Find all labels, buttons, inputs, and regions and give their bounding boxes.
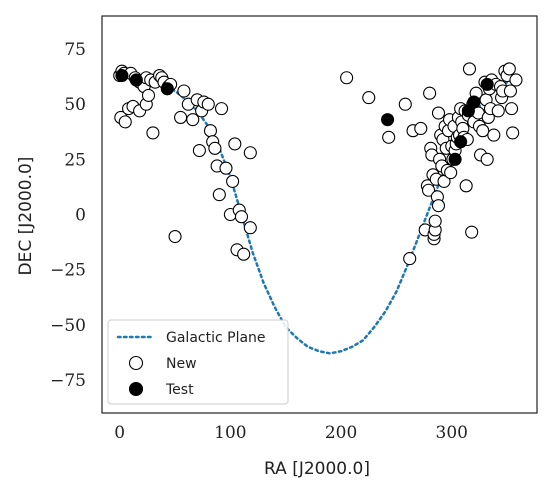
new-point [237,247,251,261]
y-tick-label: −50 [50,316,86,336]
new-point [226,174,240,188]
legend: Galactic Plane New Test [107,319,289,405]
new-point [398,97,412,111]
legend-swatch-new [128,355,144,371]
new-point [174,110,188,125]
axis-ticks: 0 100 200 300 −75 −50 −25 0 25 50 75 [50,40,468,443]
new-point [212,188,226,202]
new-point [382,130,396,144]
x-axis-label: RA [J2000.0] [264,459,370,479]
test-point [467,95,481,109]
new-point [462,62,477,76]
new-point [243,221,257,235]
new-point [503,84,517,98]
new-point [421,183,436,197]
test-point [160,82,174,96]
new-point [243,146,257,160]
new-point [491,104,505,118]
new-point [504,102,519,116]
new-point [509,73,523,87]
x-tick-label: 0 [114,423,125,443]
new-point [234,210,249,224]
new-point [228,137,242,151]
new-point [168,230,182,244]
new-point [201,97,215,111]
y-tick-label: 75 [64,40,86,60]
new-point [423,86,437,100]
new-point [428,214,442,228]
new-point [186,113,200,127]
legend-swatch-test [128,381,144,397]
y-tick-label: 25 [64,150,86,170]
new-point [506,126,520,140]
test-point [480,77,494,91]
y-tick-label: −75 [50,371,86,391]
legend-label-galactic-plane: Galactic Plane [166,330,266,346]
new-point [146,126,160,140]
y-axis-label: DEC [J2000.0] [16,157,36,276]
y-tick-label: 50 [64,95,86,115]
legend-label-new: New [166,356,197,372]
test-point [448,152,462,166]
x-tick-label: 200 [325,423,357,443]
new-point [487,128,501,142]
new-point [177,84,191,98]
x-tick-label: 300 [436,423,468,443]
new-point [444,166,458,180]
legend-box [107,319,289,405]
new-point [431,106,446,120]
plot-marks [113,62,523,355]
y-tick-label: 0 [75,206,86,226]
new-point [480,152,494,166]
new-point [340,71,354,85]
new-point [208,141,222,155]
new-point [431,199,446,213]
new-point [362,91,376,105]
new-point [214,102,229,116]
new-point [465,225,479,239]
y-tick-label: −25 [50,261,86,281]
new-point [502,62,516,76]
new-point [118,115,132,129]
new-point [141,88,156,102]
test-point [381,113,395,127]
new-point [403,252,417,266]
legend-label-test: Test [165,382,194,398]
new-point [192,143,206,158]
new-point [476,124,490,138]
x-tick-label: 100 [214,423,246,443]
plot-area [113,62,523,355]
new-point [219,161,233,175]
new-point [414,121,428,136]
new-point [203,124,218,138]
new-point [459,179,473,193]
test-point [454,135,468,149]
test-point [115,69,129,83]
test-point [129,73,143,87]
